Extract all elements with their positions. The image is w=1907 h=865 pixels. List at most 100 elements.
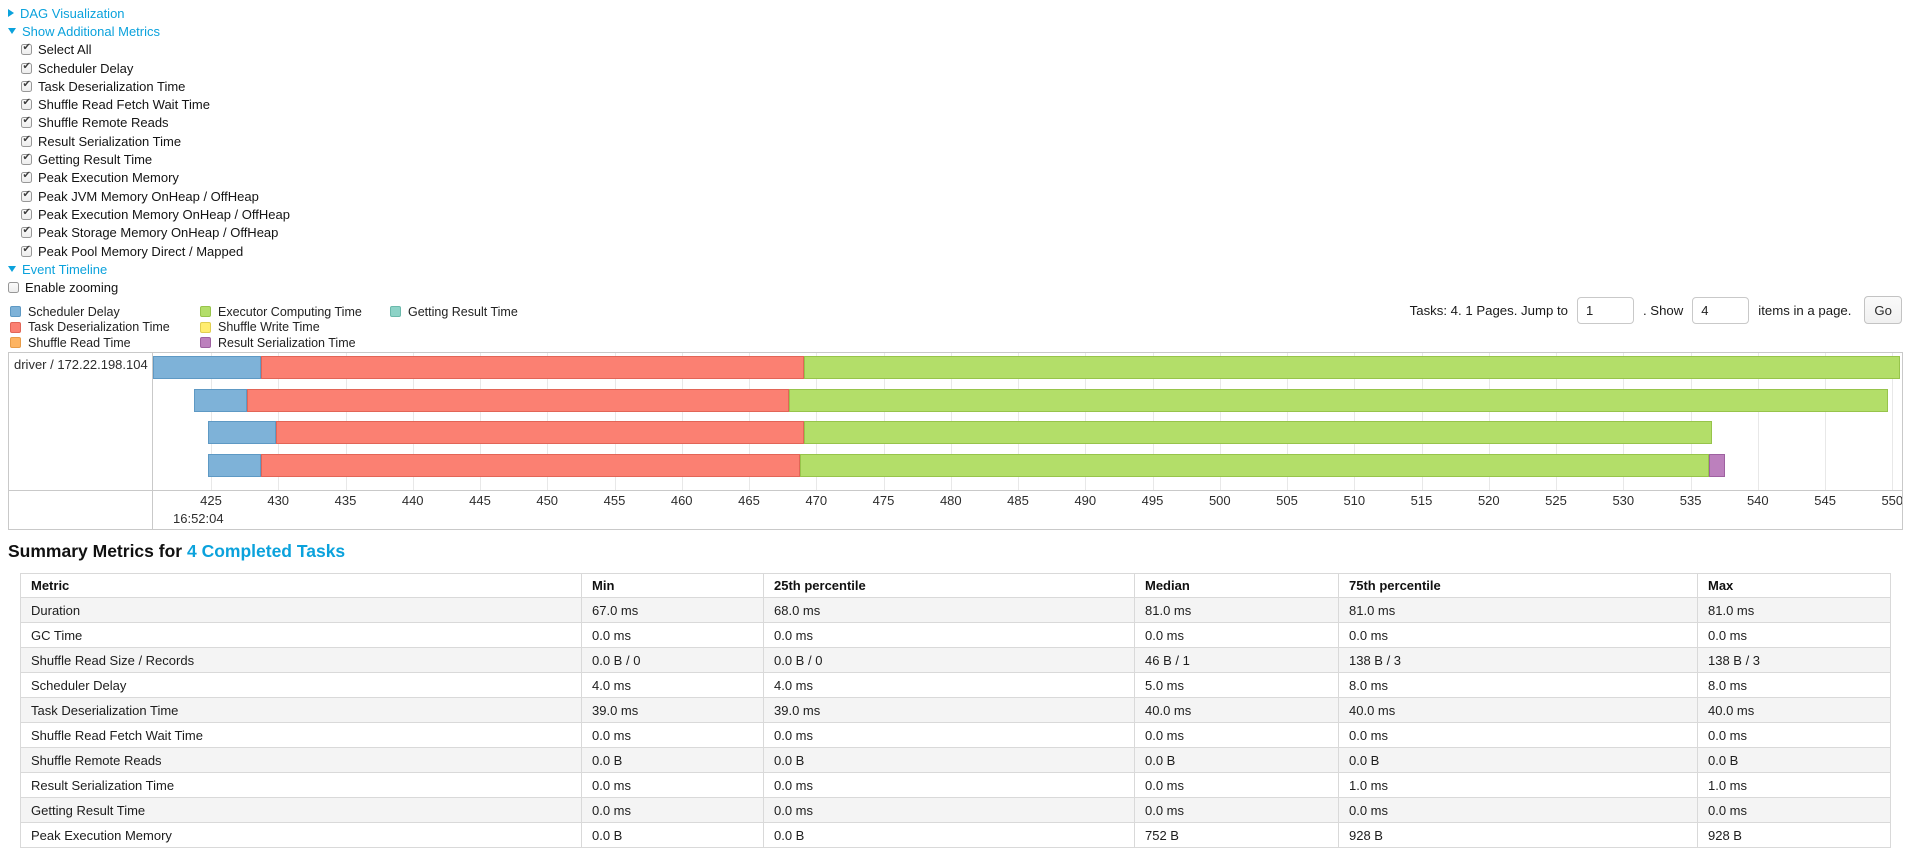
metric-checkbox-label: Peak Execution Memory OnHeap / OffHeap — [38, 206, 290, 222]
table-row: Result Serialization Time 0.0 ms 0.0 ms 0.0… — [20, 772, 1891, 798]
metric-value-cell: 0.0 ms — [1134, 722, 1339, 748]
metric-value-cell: 8.0 ms — [1697, 672, 1891, 698]
axis-tick-label: 475 — [872, 493, 895, 508]
metric-value-cell: 0.0 ms — [581, 772, 764, 798]
metric-option-row: Peak Storage Memory OnHeap / OffHeap — [8, 224, 290, 242]
metric-value-cell: 0.0 B — [1697, 747, 1891, 773]
metric-checkbox-label: Result Serialization Time — [38, 133, 182, 149]
metric-checkbox[interactable] — [21, 244, 32, 257]
metric-value-cell: 39.0 ms — [581, 697, 764, 723]
task-bar — [208, 421, 1713, 444]
metric-option-row: Shuffle Read Fetch Wait Time — [8, 95, 290, 113]
additional-metrics-checkbox-list: Select All Scheduler Delay Task Deserializ… — [8, 41, 290, 261]
metric-checkbox[interactable] — [21, 170, 32, 184]
items-in-page-text: items in a page. — [1758, 302, 1852, 318]
metric-value-cell: 0.0 ms — [1338, 622, 1698, 648]
go-button[interactable]: Go — [1864, 296, 1902, 324]
metric-checkbox-label: Peak Execution Memory — [38, 170, 179, 186]
metric-option-row: Peak JVM Memory OnHeap / OffHeap — [8, 187, 290, 205]
metric-checkbox[interactable] — [21, 61, 32, 74]
metric-value-cell: 0.0 ms — [763, 772, 1135, 798]
metric-value-cell: 4.0 ms — [581, 672, 764, 698]
metric-name-cell: Getting Result Time — [20, 797, 582, 823]
metric-value-cell: 0.0 ms — [1338, 722, 1698, 748]
metric-checkbox[interactable] — [21, 189, 32, 202]
metric-checkbox-label: Getting Result Time — [38, 152, 153, 168]
axis-tick-label: 490 — [1074, 493, 1097, 508]
metric-value-cell: 0.0 B — [1134, 747, 1339, 773]
metric-checkbox[interactable] — [21, 207, 32, 220]
metric-checkbox[interactable] — [21, 152, 32, 166]
metric-value-cell: 0.0 ms — [581, 722, 764, 748]
event-timeline-toggle[interactable]: Event Timeline — [8, 260, 290, 278]
executor_computing-swatch-icon — [200, 306, 211, 318]
metric-value-cell: 5.0 ms — [1134, 672, 1339, 698]
metric-value-cell: 0.0 B / 0 — [763, 647, 1135, 673]
jump-to-page-input[interactable] — [1576, 296, 1634, 324]
metric-option-row: Task Deserialization Time — [8, 77, 290, 95]
tasks-pages-text: Tasks: 4. 1 Pages. Jump to — [1409, 302, 1568, 318]
metric-value-cell: 81.0 ms — [1134, 597, 1339, 623]
metric-checkbox-label: Task Deserialization Time — [38, 78, 186, 94]
metric-checkbox[interactable] — [21, 42, 32, 56]
scheduler_delay-segment — [208, 454, 261, 477]
gridline — [1757, 353, 1759, 490]
metric-option-row: Peak Execution Memory — [8, 169, 290, 187]
metric-value-cell: 0.0 B — [1338, 747, 1698, 773]
axis-tick-label: 470 — [805, 493, 828, 508]
metric-checkbox[interactable] — [21, 79, 32, 92]
legend-label: Executor Computing Time — [218, 304, 362, 319]
metric-option-row: Scheduler Delay — [8, 59, 290, 77]
metric-checkbox[interactable] — [21, 134, 32, 147]
enable-zooming-checkbox[interactable] — [8, 282, 19, 294]
metric-checkbox[interactable] — [21, 97, 32, 111]
metric-option-row: Peak Execution Memory OnHeap / OffHeap — [8, 205, 290, 223]
table-row: Getting Result Time 0.0 ms 0.0 ms 0.0 ms 0.0… — [20, 797, 1891, 823]
axis-tick-label: 485 — [1007, 493, 1029, 508]
metric-checkbox-label: Shuffle Read Fetch Wait Time — [38, 97, 210, 113]
axis-tick-label: 530 — [1612, 493, 1635, 508]
getting_result-swatch-icon — [390, 306, 401, 318]
dag-visualization-link[interactable]: DAG Visualization — [20, 5, 125, 21]
table-row: Shuffle Remote Reads 0.0 B 0.0 B 0.0 B 0.0 B… — [20, 747, 1891, 773]
metric-name-cell: Result Serialization Time — [20, 772, 582, 798]
axis-tick-label: 540 — [1746, 493, 1769, 508]
axis-tick-label: 550 — [1881, 493, 1903, 508]
metric-value-cell: 39.0 ms — [763, 697, 1135, 723]
legend-label: Getting Result Time — [408, 304, 518, 319]
executor_computing-segment — [800, 454, 1710, 477]
axis-time-anchor-label: 16:52:04 — [173, 511, 224, 526]
metric-value-cell: 138 B / 3 — [1697, 647, 1891, 673]
expanded-arrow-icon — [8, 28, 16, 35]
event-timeline-link[interactable]: Event Timeline — [22, 261, 108, 277]
legend-item: Shuffle Read Time — [10, 335, 170, 351]
event-timeline-chart: driver / 172.22.198.104 425 430 435 440 445 4… — [8, 352, 1903, 530]
show-additional-metrics-link[interactable]: Show Additional Metrics — [22, 23, 161, 39]
items-per-page-input[interactable] — [1692, 296, 1750, 324]
metric-value-cell: 81.0 ms — [1338, 597, 1698, 623]
axis-tick-label: 520 — [1477, 493, 1500, 508]
column-header: Metric — [20, 573, 582, 598]
metric-name-cell: Task Deserialization Time — [20, 697, 582, 723]
column-header: 75th percentile — [1338, 573, 1698, 598]
column-header: 25th percentile — [763, 573, 1135, 598]
dag-visualization-toggle[interactable]: DAG Visualization — [8, 4, 290, 22]
task-bar — [193, 389, 1889, 412]
legend-label: Task Deserialization Time — [28, 320, 170, 335]
metric-checkbox[interactable] — [21, 115, 32, 129]
metric-value-cell: 1.0 ms — [1697, 772, 1891, 798]
metric-option-row: Select All — [8, 41, 290, 59]
metric-option-row: Peak Pool Memory Direct / Mapped — [8, 242, 290, 260]
show-additional-metrics-toggle[interactable]: Show Additional Metrics — [8, 22, 290, 40]
axis-tick-label: 435 — [334, 493, 357, 508]
metric-checkbox[interactable] — [21, 225, 32, 239]
task_deserialization-segment — [260, 454, 801, 477]
metric-value-cell: 0.0 B — [763, 822, 1135, 848]
axis-tick-label: 425 — [200, 493, 222, 508]
metric-name-cell: Shuffle Read Fetch Wait Time — [20, 722, 582, 748]
metric-name-cell: Peak Execution Memory — [20, 822, 582, 848]
metric-value-cell: 0.0 ms — [763, 722, 1135, 748]
completed-tasks-link[interactable]: 4 Completed Tasks — [186, 541, 346, 561]
column-header: Max — [1697, 573, 1891, 598]
legend-label: Scheduler Delay — [28, 304, 120, 319]
